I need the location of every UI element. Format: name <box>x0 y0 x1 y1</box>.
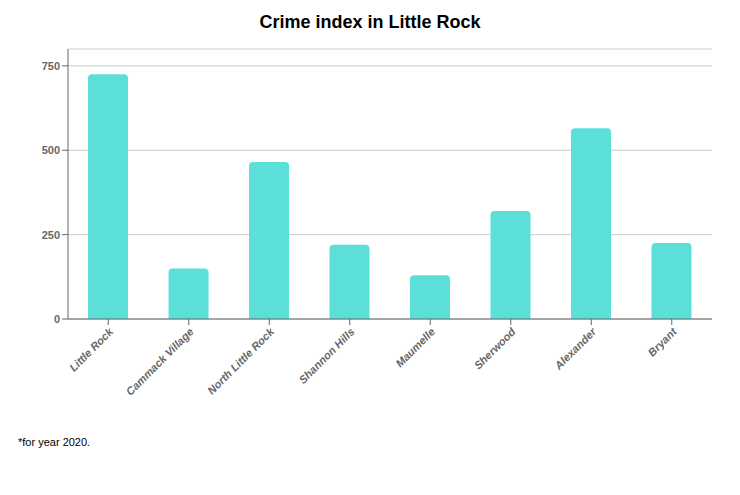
svg-text:750: 750 <box>42 60 60 72</box>
svg-text:Sherwood: Sherwood <box>472 325 518 371</box>
html-text:*for year 2020.: *for year 2020. <box>18 436 91 448</box>
svg-text:0: 0 <box>54 313 60 325</box>
svg-text:Maumelle: Maumelle <box>393 325 437 369</box>
svg-text:Cammack Village: Cammack Village <box>123 325 195 397</box>
svg-text:North Little Rock: North Little Rock <box>205 325 277 397</box>
svg-text:250: 250 <box>42 229 60 241</box>
svg-text:500: 500 <box>42 144 60 156</box>
svg-text:Shannon Hills: Shannon Hills <box>296 325 356 385</box>
svg-text:Bryant: Bryant <box>646 325 680 359</box>
html-text:Crime index in Little Rock: Crime index in Little Rock <box>259 12 481 32</box>
svg-text:Alexander: Alexander <box>551 325 598 372</box>
svg-text:Little Rock: Little Rock <box>67 325 116 374</box>
